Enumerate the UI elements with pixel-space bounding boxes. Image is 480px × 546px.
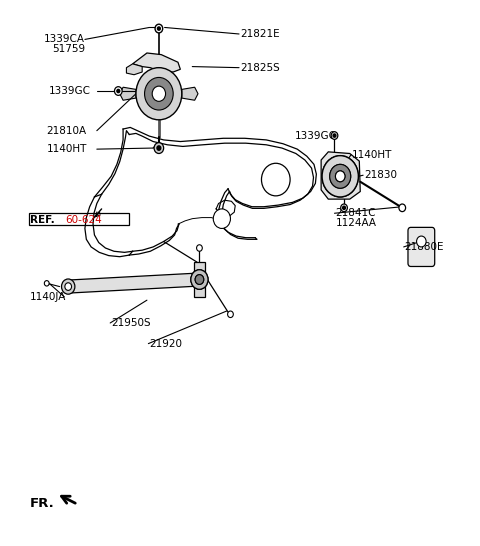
Circle shape	[228, 311, 233, 318]
Text: 21880E: 21880E	[405, 242, 444, 252]
Circle shape	[213, 209, 230, 228]
Circle shape	[195, 275, 204, 284]
Circle shape	[155, 24, 163, 33]
Circle shape	[197, 245, 202, 251]
Circle shape	[399, 204, 406, 212]
Circle shape	[417, 236, 426, 247]
Circle shape	[157, 146, 161, 150]
Circle shape	[65, 283, 72, 290]
Circle shape	[330, 164, 351, 188]
Circle shape	[262, 163, 290, 196]
Text: 1140HT: 1140HT	[352, 150, 393, 159]
Polygon shape	[321, 152, 360, 199]
Circle shape	[336, 171, 345, 182]
Text: 21825S: 21825S	[240, 63, 280, 73]
Circle shape	[157, 27, 160, 30]
Circle shape	[336, 171, 345, 182]
Circle shape	[191, 270, 208, 289]
Text: 21841C: 21841C	[336, 208, 376, 218]
Circle shape	[191, 270, 208, 289]
Text: 1124AA: 1124AA	[336, 218, 376, 228]
Circle shape	[152, 86, 166, 102]
Text: 1140JA: 1140JA	[30, 292, 66, 302]
Circle shape	[44, 281, 49, 286]
Text: 60-624: 60-624	[65, 215, 102, 225]
Text: FR.: FR.	[30, 497, 55, 511]
Polygon shape	[126, 64, 142, 75]
Circle shape	[333, 134, 336, 137]
Circle shape	[136, 68, 182, 120]
Circle shape	[195, 275, 204, 284]
Text: 21821E: 21821E	[240, 29, 280, 39]
Circle shape	[115, 87, 122, 96]
Text: REF.: REF.	[30, 215, 55, 225]
Circle shape	[322, 156, 359, 197]
Text: 1339CA: 1339CA	[44, 34, 85, 44]
Text: 1140HT: 1140HT	[47, 144, 87, 154]
Text: 21810A: 21810A	[47, 126, 87, 135]
Circle shape	[330, 164, 351, 188]
Text: 21920: 21920	[149, 339, 182, 348]
Circle shape	[331, 132, 338, 139]
Polygon shape	[132, 53, 180, 72]
Text: 21830: 21830	[364, 170, 397, 180]
Circle shape	[117, 90, 120, 93]
Text: 1339GC: 1339GC	[295, 131, 337, 141]
Text: 21950S: 21950S	[111, 318, 151, 328]
Circle shape	[61, 279, 75, 294]
Circle shape	[343, 206, 346, 210]
Text: 1339GC: 1339GC	[49, 86, 91, 96]
Circle shape	[144, 78, 173, 110]
Polygon shape	[182, 87, 198, 100]
Text: 51759: 51759	[52, 44, 85, 54]
Polygon shape	[120, 87, 136, 100]
Circle shape	[341, 204, 348, 212]
Polygon shape	[68, 273, 200, 293]
Polygon shape	[194, 262, 205, 297]
FancyBboxPatch shape	[408, 227, 435, 266]
Circle shape	[322, 156, 359, 197]
Circle shape	[154, 143, 164, 153]
